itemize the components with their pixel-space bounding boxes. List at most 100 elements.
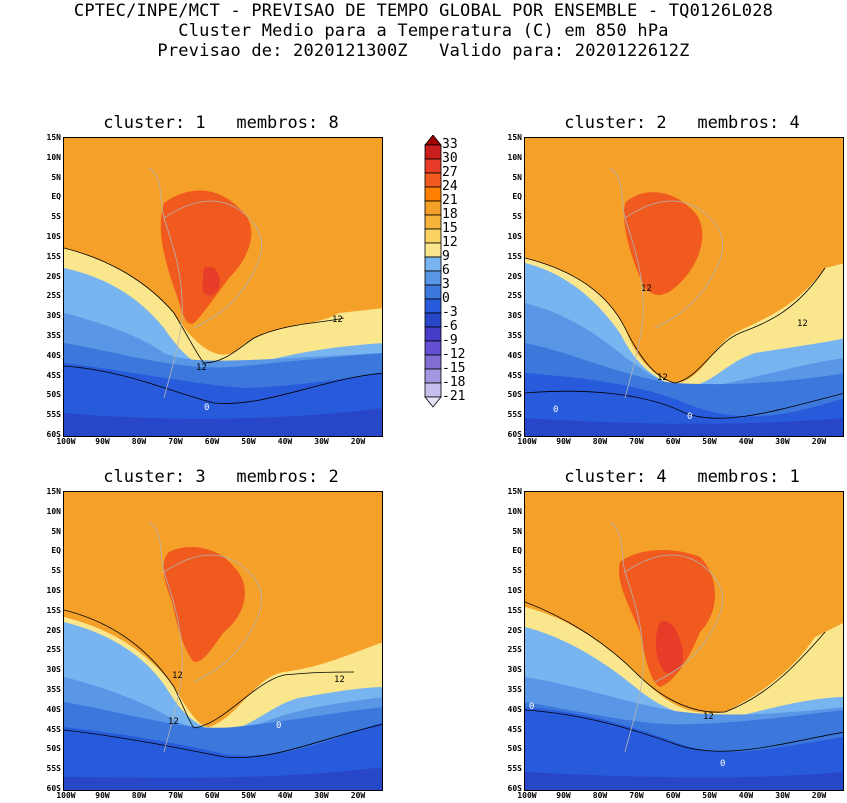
colorbar-segment xyxy=(424,382,442,398)
lon-tick-label: 40W xyxy=(277,791,293,800)
lat-tick-label: 45S xyxy=(507,724,522,734)
lon-tick-label: 30W xyxy=(314,791,329,800)
lon-tick-label: 90W xyxy=(556,437,571,446)
lat-tick-label: 5N xyxy=(512,526,522,536)
lon-tick-label: 40W xyxy=(738,791,754,800)
lat-tick-label: 25S xyxy=(46,645,61,655)
panel-1-temperature-field: 12 12 0 xyxy=(64,138,382,436)
colorbar-segment xyxy=(424,326,442,342)
panel-4-map: 12 0 0 xyxy=(524,491,844,791)
lon-tick-label: 100W xyxy=(517,791,537,800)
lat-tick-label: 35S xyxy=(507,331,522,340)
lat-tick-label: 40S xyxy=(507,704,522,714)
lon-tick-label: 80W xyxy=(131,791,147,800)
lat-tick-label: 5N xyxy=(51,172,61,182)
colorbar-tick-label: 6 xyxy=(442,263,450,278)
lat-tick-label: 5S xyxy=(512,212,522,222)
lon-tick-label: 70W xyxy=(168,437,183,446)
colorbar-tick-label: -9 xyxy=(442,333,458,348)
lat-tick-label: 55S xyxy=(507,410,522,420)
lat-tick-label: 15S xyxy=(46,605,61,615)
panel-1-map: 12 12 0 xyxy=(63,137,383,437)
lon-tick-label: 70W xyxy=(629,791,644,800)
lon-tick-label: 30W xyxy=(775,437,790,446)
lon-tick-label: 50W xyxy=(702,791,717,800)
lon-tick-label: 90W xyxy=(95,791,110,800)
lon-tick-label: 100W xyxy=(56,437,76,446)
colorbar-tick-label: -12 xyxy=(442,347,466,362)
panel-2-map: 12 12 12 0 0 xyxy=(524,137,844,437)
colorbar-segment xyxy=(424,354,442,370)
lat-tick-label: 35S xyxy=(46,685,61,694)
lon-tick-label: 70W xyxy=(629,437,644,446)
lat-tick-label: 60S xyxy=(507,430,522,439)
colorbar-tick-label: -6 xyxy=(442,319,458,334)
colorbar-segment xyxy=(424,228,442,244)
lon-tick-label: 50W xyxy=(241,437,256,446)
colorbar-segment xyxy=(424,270,442,286)
lon-tick-label: 30W xyxy=(775,791,790,800)
colorbar-tick-label: 15 xyxy=(442,221,458,236)
lat-tick-label: 35S xyxy=(46,331,61,340)
panel-2-title: cluster: 2 membros: 4 xyxy=(564,113,800,133)
panel-2-contour-label: 0 xyxy=(553,405,558,415)
colorbar-segment xyxy=(424,242,442,258)
lat-tick-label: 45S xyxy=(46,370,61,380)
colorbar-tick-label: 9 xyxy=(442,249,450,264)
lat-tick-label: 25S xyxy=(46,291,61,301)
panel-4-temperature-field: 12 0 0 xyxy=(525,492,843,790)
colorbar-segment xyxy=(424,214,442,230)
lat-tick-label: EQ xyxy=(512,546,522,556)
lat-tick-label: 10N xyxy=(507,506,522,516)
lat-tick-label: 5S xyxy=(51,566,61,576)
lon-tick-label: 90W xyxy=(95,437,110,446)
panel-1-contour-label: 12 xyxy=(196,363,207,373)
lat-tick-label: 20S xyxy=(46,271,61,281)
colorbar-tick-label: -15 xyxy=(442,361,466,376)
lat-tick-label: 15S xyxy=(507,605,522,615)
panel-3-contour-label: 12 xyxy=(172,671,183,681)
colorbar-segment xyxy=(424,396,442,408)
lat-tick-label: 10N xyxy=(507,152,522,162)
panel-1-contour-label: 0 xyxy=(204,403,209,413)
lon-tick-label: 40W xyxy=(738,437,754,446)
lat-tick-label: 5N xyxy=(512,172,522,182)
lat-tick-label: 45S xyxy=(46,724,61,734)
lat-tick-label: 50S xyxy=(507,744,522,754)
panel-2-contour-label: 12 xyxy=(657,373,668,383)
lat-tick-label: 10S xyxy=(507,232,522,241)
lat-tick-label: 25S xyxy=(507,291,522,301)
lat-tick-label: 15S xyxy=(46,251,61,261)
lat-tick-label: 55S xyxy=(46,764,61,774)
lat-tick-label: 30S xyxy=(507,311,522,321)
lat-tick-label: 60S xyxy=(46,430,61,439)
lon-tick-label: 100W xyxy=(517,437,537,446)
panel-3-contour-label: 12 xyxy=(334,675,345,685)
colorbar-tick-label: 18 xyxy=(442,207,458,222)
panel-3-contour-label: 0 xyxy=(276,721,281,731)
lon-tick-label: 60W xyxy=(204,791,220,800)
colorbar-segment xyxy=(424,144,442,160)
header-line-3: Previsao de: 2020121300Z Valido para: 20… xyxy=(157,41,690,61)
panel-4-contour-label: 0 xyxy=(529,702,534,712)
lat-tick-label: 10S xyxy=(46,232,61,241)
lat-tick-label: 60S xyxy=(507,784,522,793)
panel-1-contour-label: 12 xyxy=(332,315,343,325)
colorbar-segment xyxy=(424,298,442,314)
lat-tick-label: 40S xyxy=(507,350,522,360)
colorbar-segment xyxy=(424,340,442,356)
colorbar-tick-label: 0 xyxy=(442,291,450,306)
panel-2-temperature-field: 12 12 12 0 0 xyxy=(525,138,843,436)
lon-tick-label: 20W xyxy=(350,791,366,800)
lon-tick-label: 30W xyxy=(314,437,329,446)
header-line-2: Cluster Medio para a Temperatura (C) em … xyxy=(178,21,669,41)
lat-tick-label: 15N xyxy=(46,487,61,496)
colorbar-tick-label: -18 xyxy=(442,375,466,390)
colorbar-segment xyxy=(424,186,442,202)
lat-tick-label: EQ xyxy=(51,192,61,202)
lon-tick-label: 90W xyxy=(556,791,571,800)
colorbar-tick-label: 33 xyxy=(442,137,458,152)
colorbar-tick-label: -21 xyxy=(442,389,466,404)
panel-3-contour-label: 12 xyxy=(168,717,179,727)
lat-tick-label: 30S xyxy=(46,665,61,675)
